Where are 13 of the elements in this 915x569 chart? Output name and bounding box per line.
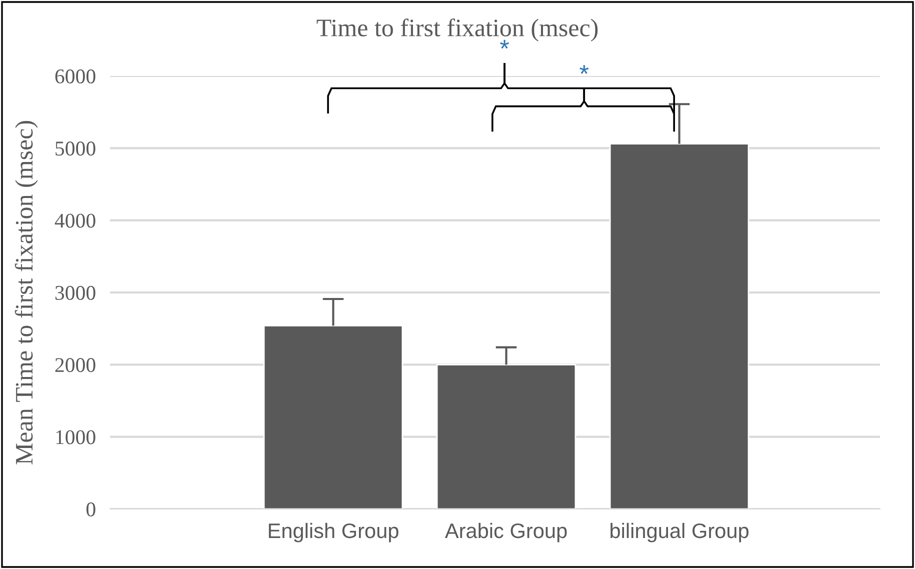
- y-tick-label: 2000: [55, 358, 96, 372]
- x-tick-label: Arabic Group: [444, 522, 567, 542]
- x-tick-label: English Group: [268, 522, 398, 542]
- y-tick-label: 0: [86, 502, 96, 516]
- y-axis-title: Mean Time to first fixation (msec): [14, 121, 38, 464]
- y-tick-label: 1000: [56, 430, 96, 444]
- y-tick-label: 6000: [55, 69, 96, 84]
- text: *: [500, 40, 509, 49]
- y-tick-label: 3000: [55, 286, 96, 300]
- text: *: [580, 65, 589, 74]
- y-tick-label: 5000: [56, 142, 96, 156]
- x-tick-label: bilingual Group: [610, 522, 748, 542]
- y-tick-label: 4000: [54, 214, 96, 228]
